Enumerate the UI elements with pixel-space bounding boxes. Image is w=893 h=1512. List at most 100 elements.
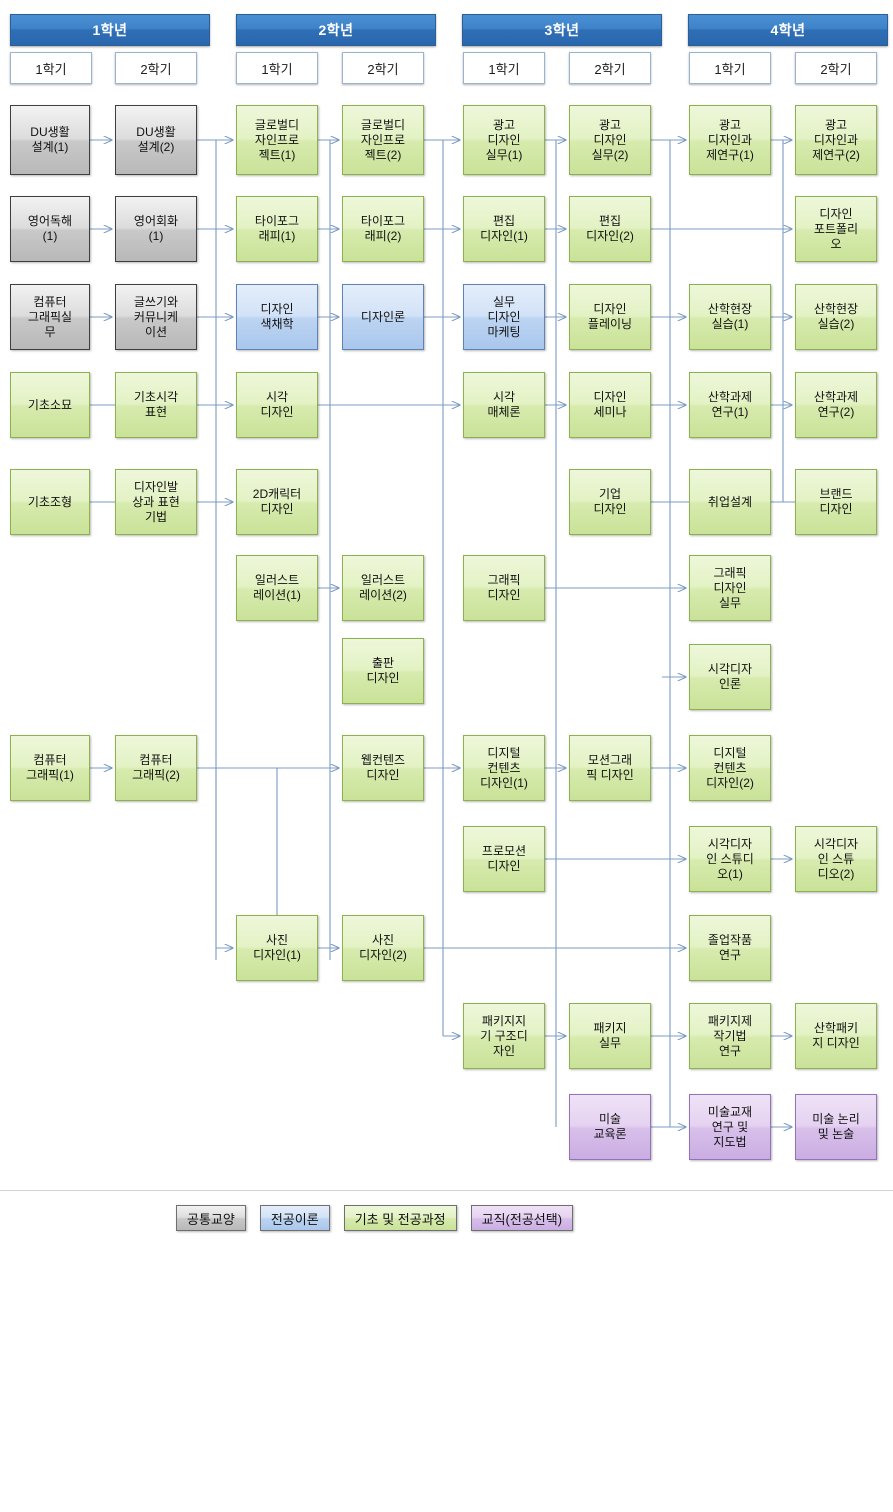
course-box[interactable]: 미술교재 연구 및 지도법 — [689, 1094, 771, 1160]
course-box[interactable]: 실무 디자인 마케팅 — [463, 284, 545, 350]
course-box[interactable]: 디지털 컨텐츠 디자인(1) — [463, 735, 545, 801]
course-label: DU생활 설계(1) — [30, 125, 70, 154]
course-box[interactable]: DU생활 설계(2) — [115, 105, 197, 175]
course-label: 컴퓨터 그래픽(2) — [132, 753, 180, 782]
course-box[interactable]: 사진 디자인(1) — [236, 915, 318, 981]
course-label: 실무 디자인 마케팅 — [487, 294, 521, 339]
course-box[interactable]: 디자인 플레이닝 — [569, 284, 651, 350]
course-box[interactable]: 타이포그 래피(1) — [236, 196, 318, 262]
course-box[interactable]: 글로벌디 자인프로 젝트(2) — [342, 105, 424, 175]
course-box[interactable]: 패키지 실무 — [569, 1003, 651, 1069]
course-box[interactable]: 편집 디자인(1) — [463, 196, 545, 262]
course-box[interactable]: 광고 디자인과 제연구(2) — [795, 105, 877, 175]
course-label: 산학현장 실습(1) — [707, 302, 753, 331]
course-box[interactable]: 시각디자 인 스튜 디오(2) — [795, 826, 877, 892]
course-box[interactable]: 패키지제 작기법 연구 — [689, 1003, 771, 1069]
course-box[interactable]: 산학과제 연구(1) — [689, 372, 771, 438]
course-box[interactable]: 타이포그 래피(2) — [342, 196, 424, 262]
course-label: 컴퓨터 그래픽(1) — [26, 753, 74, 782]
course-label: 미술 교육론 — [593, 1112, 627, 1141]
course-label: 광고 디자인과 제연구(2) — [812, 117, 860, 162]
course-box[interactable]: 미술 논리 및 논술 — [795, 1094, 877, 1160]
course-label: 산학패키 지 디자인 — [812, 1021, 860, 1050]
course-label: 디자인 세미나 — [593, 390, 627, 419]
course-box[interactable]: 광고 디자인 실무(1) — [463, 105, 545, 175]
course-box[interactable]: 시각디자 인론 — [689, 644, 771, 710]
course-box[interactable]: 브랜드 디자인 — [795, 469, 877, 535]
course-box[interactable]: 영어회화 (1) — [115, 196, 197, 262]
course-label: DU생활 설계(2) — [136, 125, 176, 154]
course-box[interactable]: 패키지지 기 구조디 자인 — [463, 1003, 545, 1069]
course-box[interactable]: 기초소묘 — [10, 372, 90, 438]
course-box[interactable]: 광고 디자인과 제연구(1) — [689, 105, 771, 175]
course-box[interactable]: 디자인론 — [342, 284, 424, 350]
course-box[interactable]: 글로벌디 자인프로 젝트(1) — [236, 105, 318, 175]
course-box[interactable]: 디자인발 상과 표현 기법 — [115, 469, 197, 535]
course-label: 디자인 플레이닝 — [587, 302, 633, 331]
course-label: 일러스트 레이션(1) — [253, 573, 301, 602]
course-box[interactable]: 컴퓨터 그래픽실 무 — [10, 284, 90, 350]
legend-item-theory: 전공이론 — [259, 1205, 330, 1231]
course-box[interactable]: 산학과제 연구(2) — [795, 372, 877, 438]
course-box[interactable]: 산학패키 지 디자인 — [795, 1003, 877, 1069]
course-box[interactable]: 졸업작품 연구 — [689, 915, 771, 981]
course-label: 졸업작품 연구 — [707, 933, 753, 962]
course-label: 웹컨텐즈 디자인 — [360, 753, 406, 782]
course-label: 산학과제 연구(2) — [813, 390, 859, 419]
course-label: 글로벌디 자인프로 젝트(2) — [360, 117, 406, 162]
course-box[interactable]: 기초조형 — [10, 469, 90, 535]
course-label: 시각 디자인 — [260, 390, 294, 419]
course-box[interactable]: 기업 디자인 — [569, 469, 651, 535]
semester-4-2-label: 2학기 — [820, 61, 852, 77]
course-label: 타이포그 래피(2) — [360, 214, 406, 243]
year-header-3-label: 3학년 — [544, 22, 580, 38]
course-box[interactable]: 취업설계 — [689, 469, 771, 535]
legend-item-common: 공통교양 — [176, 1205, 246, 1231]
course-box[interactable]: 미술 교육론 — [569, 1094, 651, 1160]
course-label: 시각디자 인 스튜 디오(2) — [813, 836, 859, 881]
course-box[interactable]: 2D캐릭터 디자인 — [236, 469, 318, 535]
course-box[interactable]: 모션그래 픽 디자인 — [569, 735, 651, 801]
legend-label-theory: 전공이론 — [270, 1211, 319, 1227]
course-box[interactable]: 컴퓨터 그래픽(1) — [10, 735, 90, 801]
course-box[interactable]: 디지털 컨텐츠 디자인(2) — [689, 735, 771, 801]
course-box[interactable]: 그래픽 디자인 실무 — [689, 555, 771, 621]
course-label: 기초조형 — [27, 494, 73, 509]
course-label: 광고 디자인과 제연구(1) — [706, 117, 754, 162]
course-label: 광고 디자인 실무(2) — [591, 117, 629, 162]
course-box[interactable]: 산학현장 실습(1) — [689, 284, 771, 350]
course-box[interactable]: 사진 디자인(2) — [342, 915, 424, 981]
course-box[interactable]: 디자인 색채학 — [236, 284, 318, 350]
course-box[interactable]: 영어독해 (1) — [10, 196, 90, 262]
legend-item-major: 기초 및 전공과정 — [343, 1205, 457, 1231]
course-box[interactable]: 일러스트 레이션(2) — [342, 555, 424, 621]
course-box[interactable]: 시각 매체론 — [463, 372, 545, 438]
course-box[interactable]: 일러스트 레이션(1) — [236, 555, 318, 621]
course-label: 미술교재 연구 및 지도법 — [707, 1104, 753, 1149]
course-box[interactable]: DU생활 설계(1) — [10, 105, 90, 175]
course-label: 모션그래 픽 디자인 — [586, 753, 634, 782]
semester-4-1-label: 1학기 — [714, 61, 746, 77]
course-box[interactable]: 광고 디자인 실무(2) — [569, 105, 651, 175]
course-box[interactable]: 디자인 포트폴리 오 — [795, 196, 877, 262]
course-box[interactable]: 편집 디자인(2) — [569, 196, 651, 262]
semester-1-1-label: 1학기 — [35, 61, 67, 77]
course-box[interactable]: 웹컨텐즈 디자인 — [342, 735, 424, 801]
semester-3-2-label: 2학기 — [594, 61, 626, 77]
course-box[interactable]: 디자인 세미나 — [569, 372, 651, 438]
course-box[interactable]: 글쓰기와 커뮤니케 이션 — [115, 284, 197, 350]
year-header-3: 3학년 — [462, 14, 662, 46]
course-box[interactable]: 출판 디자인 — [342, 638, 424, 704]
course-label: 컴퓨터 그래픽실 무 — [27, 294, 73, 339]
course-label: 타이포그 래피(1) — [254, 214, 300, 243]
semester-1-1: 1학기 — [10, 52, 92, 84]
course-label: 디지털 컨텐츠 디자인(2) — [706, 745, 754, 790]
course-box[interactable]: 프로모션 디자인 — [463, 826, 545, 892]
course-box[interactable]: 그래픽 디자인 — [463, 555, 545, 621]
course-box[interactable]: 시각 디자인 — [236, 372, 318, 438]
course-box[interactable]: 컴퓨터 그래픽(2) — [115, 735, 197, 801]
legend-label-major: 기초 및 전공과정 — [354, 1211, 446, 1227]
course-box[interactable]: 기초시각 표현 — [115, 372, 197, 438]
course-box[interactable]: 시각디자 인 스튜디 오(1) — [689, 826, 771, 892]
course-box[interactable]: 산학현장 실습(2) — [795, 284, 877, 350]
